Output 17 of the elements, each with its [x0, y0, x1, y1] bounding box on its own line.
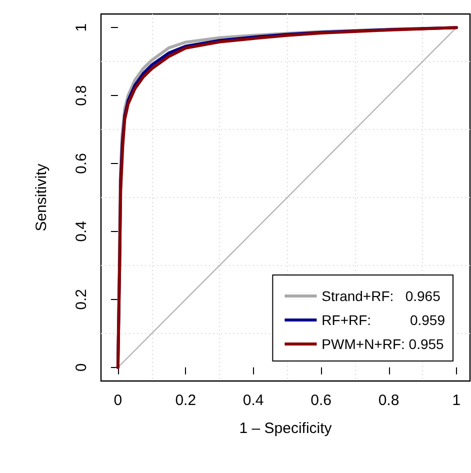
- y-tick-label: 0: [73, 363, 90, 372]
- legend-label: PWM+N+RF: 0.955: [322, 336, 444, 352]
- y-tick-label: 0.8: [73, 85, 90, 106]
- x-tick-label: 1: [452, 392, 461, 409]
- x-tick-label: 0.6: [310, 392, 332, 409]
- y-tick-label: 0.2: [73, 289, 90, 310]
- y-tick-label: 0.4: [73, 221, 90, 242]
- legend-label: Strand+RF: 0.965: [322, 288, 441, 304]
- x-tick-label: 0: [114, 392, 122, 409]
- x-tick-label: 0.8: [378, 392, 400, 409]
- y-tick-label: 1: [73, 23, 90, 32]
- y-axis-title: Sensitivity: [33, 163, 50, 232]
- x-tick-label: 0.4: [242, 392, 264, 409]
- x-tick-label: 0.2: [175, 392, 196, 409]
- x-axis-title: 1 – Specificity: [239, 420, 332, 437]
- legend-label: RF+RF: 0.959: [322, 312, 446, 328]
- y-tick-label: 0.6: [73, 153, 90, 174]
